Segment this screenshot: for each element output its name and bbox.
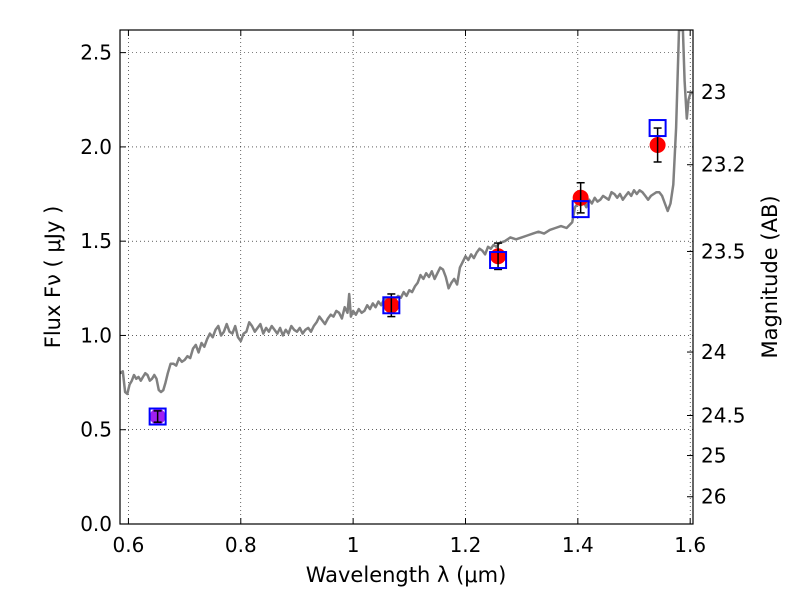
model-square <box>382 296 401 315</box>
y-axis-left: 0.0 0.5 1.0 1.5 2.0 2.5 <box>80 41 126 536</box>
x-axis-label: Wavelength λ (μm) <box>306 563 507 587</box>
x-tick-label: 1.4 <box>562 533 594 557</box>
x-tick-label: 1 <box>347 533 360 557</box>
y2-tick-label: 26 <box>701 485 726 509</box>
y-tick-label: 0.5 <box>80 418 112 442</box>
y2-axis-label: Magnitude (AB) <box>758 195 782 358</box>
y-axis-right: 23 23.2 23.5 24 24.5 25 26 <box>687 80 746 509</box>
x-tick-label: 1.6 <box>674 533 706 557</box>
y-axis-label: Flux Fν ( μJy ) <box>41 206 65 349</box>
y2-tick-label: 25 <box>701 444 726 468</box>
plot-frame <box>119 29 694 525</box>
y-tick-label: 0.0 <box>80 512 112 536</box>
x-tick-label: 0.6 <box>113 533 145 557</box>
y2-tick-label: 23.5 <box>701 239 746 263</box>
x-axis: 0.6 0.8 1 1.2 1.4 1.6 <box>113 30 706 557</box>
y2-tick-label: 24.5 <box>701 404 746 428</box>
y2-tick-label: 24 <box>701 340 726 364</box>
x-tick-label: 0.8 <box>225 533 257 557</box>
model-square <box>648 119 667 138</box>
y-tick-label: 1.5 <box>80 229 112 253</box>
x-tick-label: 1.2 <box>450 533 482 557</box>
series-layer <box>120 30 693 426</box>
model-square <box>571 200 590 219</box>
y2-tick-label: 23 <box>701 80 726 104</box>
model-square <box>148 407 167 426</box>
y-tick-label: 1.0 <box>80 323 112 347</box>
y-tick-label: 2.0 <box>80 135 112 159</box>
y-tick-label: 2.5 <box>80 41 112 65</box>
model-square <box>489 251 508 270</box>
y2-tick-label: 23.2 <box>701 153 746 177</box>
